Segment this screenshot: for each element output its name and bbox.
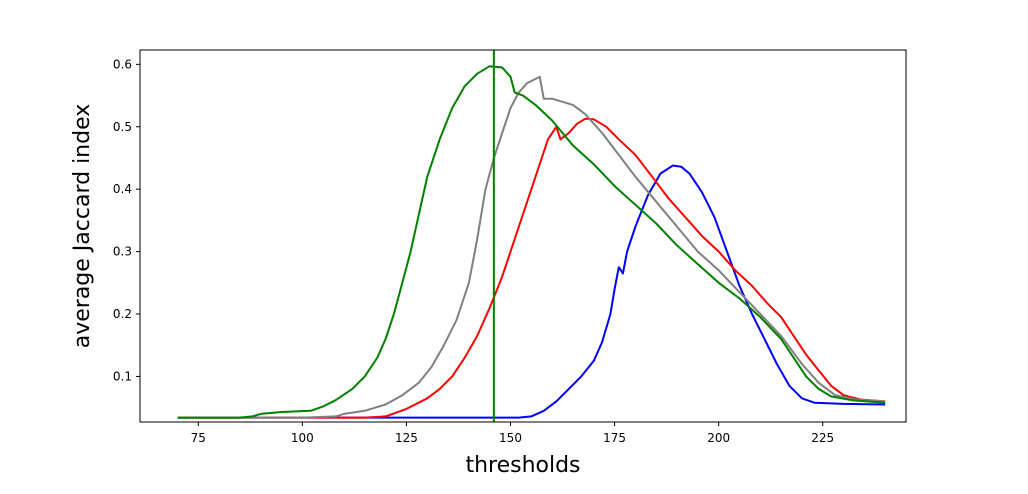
y-tick-label: 0.1 [113,369,132,383]
y-tick-label: 0.5 [113,120,132,134]
x-tick-label: 150 [499,431,522,445]
y-tick-label: 0.4 [113,182,132,196]
series-line-4 [177,65,886,419]
y-axis-label: average Jaccard index [70,104,95,349]
x-tick-label: 100 [291,431,314,445]
y-tick-label: 0.3 [113,245,132,259]
series-line-1 [177,164,886,419]
plot-frame [139,49,907,423]
x-tick-label: 225 [811,431,834,445]
x-tick-label: 200 [707,431,730,445]
x-axis-label: thresholds [465,453,580,478]
series-layer [177,65,886,419]
y-tick-label: 0.2 [113,307,132,321]
y-tick-label: 0.6 [113,57,132,71]
x-axis-ticks: 75 100 125 150 175 200 225 [191,422,834,445]
x-tick-label: 175 [603,431,626,445]
x-tick-label: 75 [191,431,206,445]
y-axis-ticks: 0.1 0.2 0.3 0.4 0.5 0.6 [113,57,140,383]
series-line-3 [177,75,886,419]
x-tick-label: 125 [395,431,418,445]
series-line-2 [177,117,886,419]
